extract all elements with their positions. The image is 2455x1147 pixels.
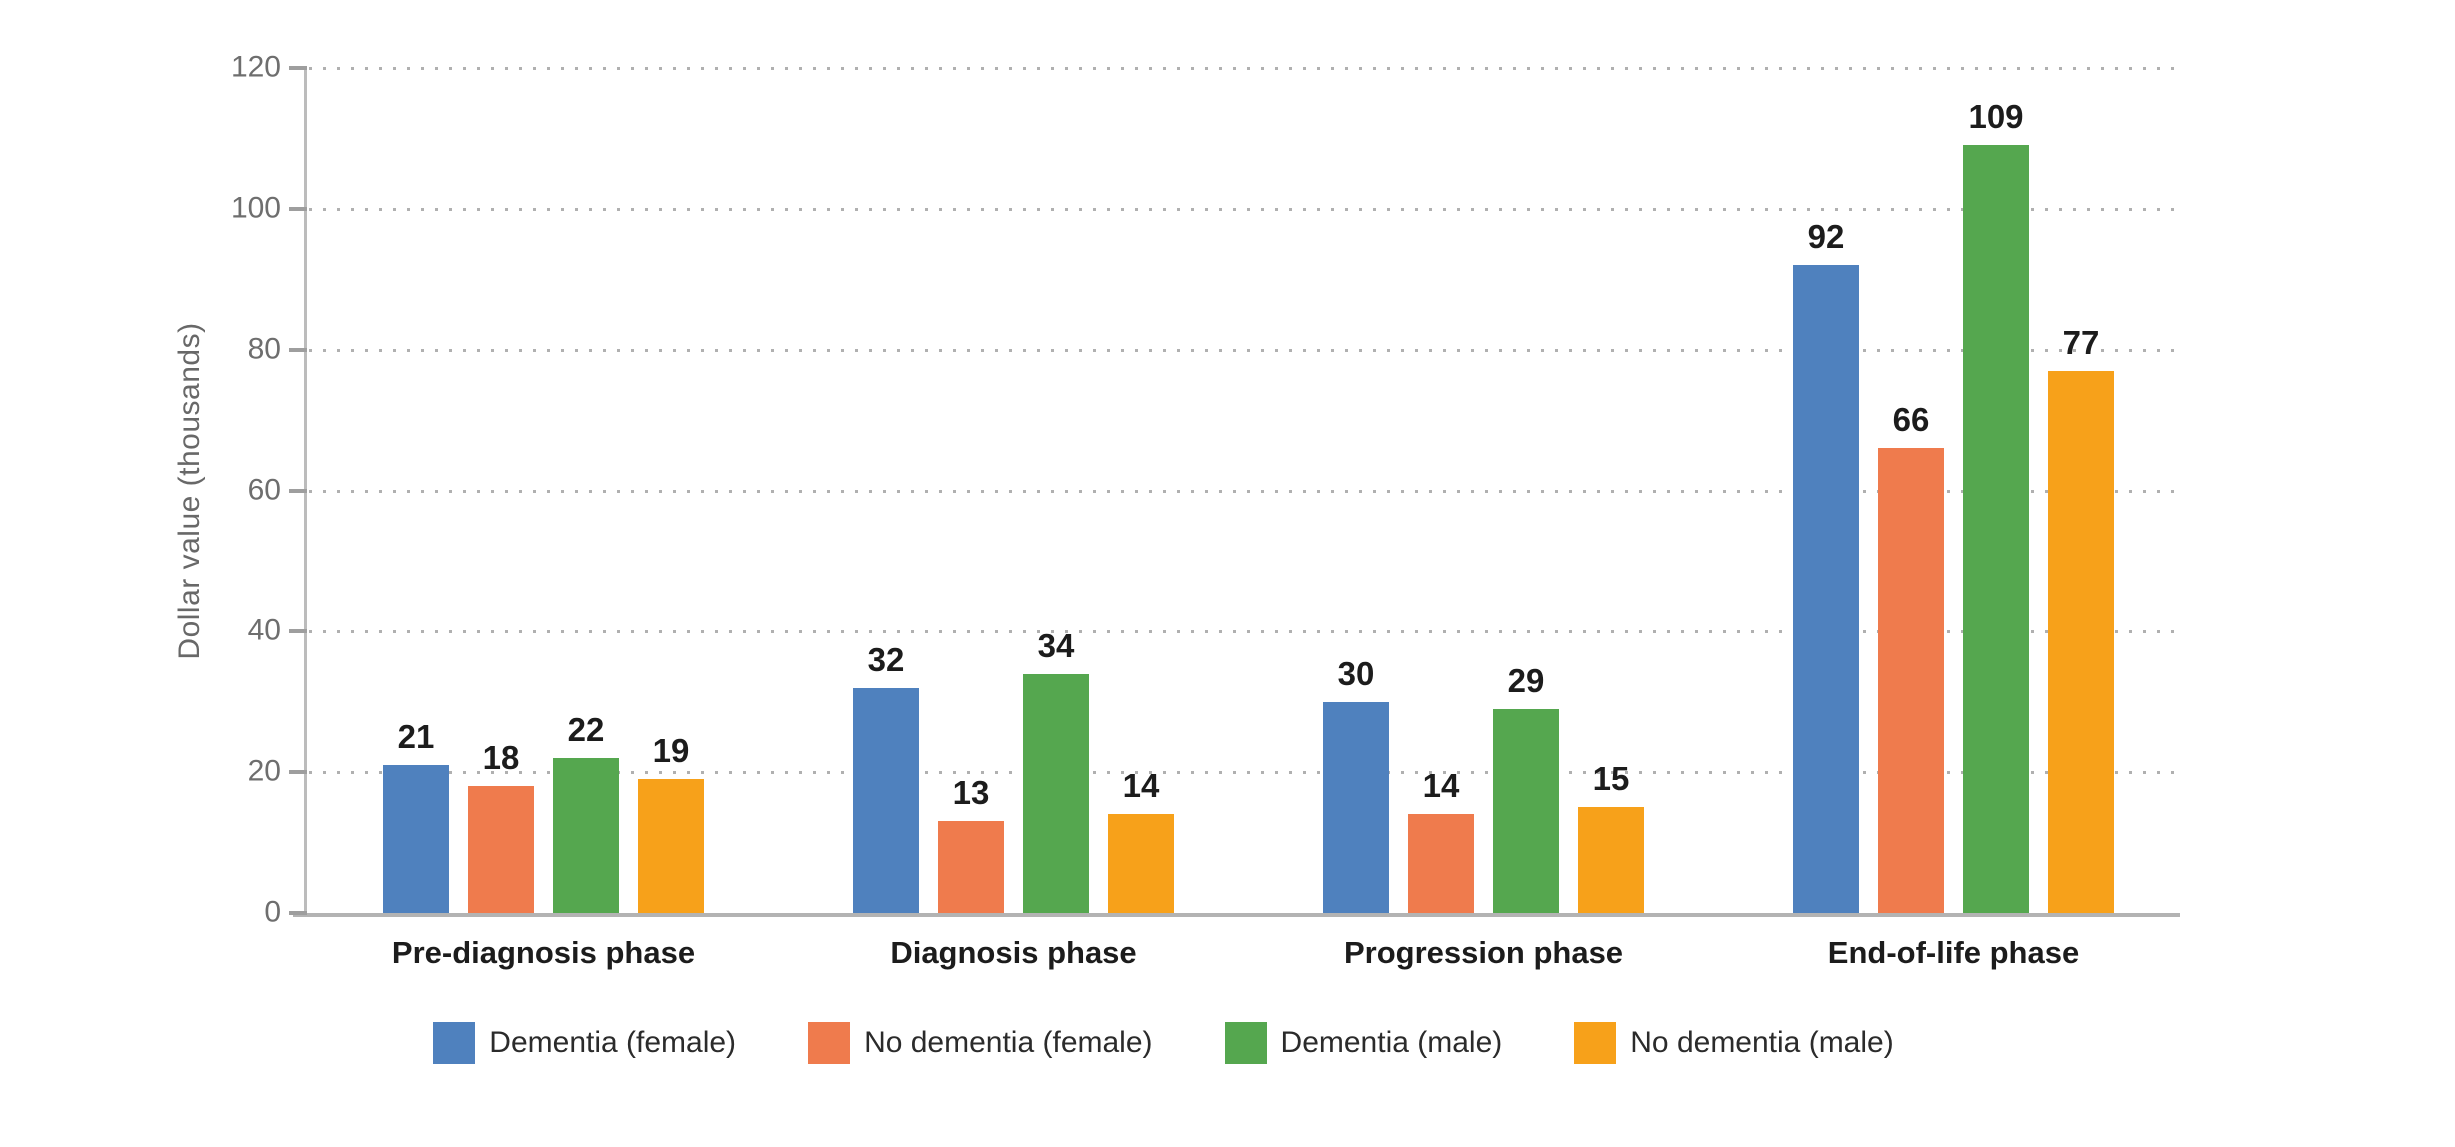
bar-value-label: 66: [1892, 401, 1930, 438]
bar-value-label: 22: [567, 711, 605, 748]
bar: [383, 765, 449, 913]
y-axis-tick: [289, 911, 307, 915]
legend-label: No dementia (female): [864, 1026, 1153, 1059]
gridline: [309, 489, 2180, 493]
legend-label: No dementia (male): [1630, 1026, 1894, 1059]
x-axis-line: [293, 913, 2180, 917]
bar: [853, 688, 919, 913]
bar: [1408, 814, 1474, 913]
bar: [1793, 265, 1859, 913]
bar: [1878, 448, 1944, 913]
legend-item: Dementia (male): [1224, 1022, 1503, 1064]
legend-swatch: [433, 1022, 476, 1064]
bar: [938, 821, 1004, 913]
gridline: [309, 67, 2180, 70]
legend-swatch: [1574, 1022, 1617, 1064]
y-axis-title: Dollar value (thousands): [173, 322, 206, 660]
bar: [638, 779, 704, 913]
bar-value-label: 30: [1337, 655, 1375, 692]
gridline: [309, 630, 2180, 634]
y-axis-tick: [289, 770, 307, 775]
y-axis-tick: [289, 488, 307, 493]
category-label: Pre-diagnosis phase: [391, 935, 696, 970]
bar: [1323, 702, 1389, 913]
bar-value-label: 29: [1507, 662, 1545, 699]
y-axis-tick-label: 100: [230, 191, 281, 225]
y-axis-tick-label: 0: [264, 895, 281, 929]
gridline: [309, 771, 2180, 775]
bar-value-label: 18: [482, 739, 520, 776]
gridline: [309, 348, 2180, 352]
legend-item: No dementia (male): [1574, 1022, 1894, 1064]
bar-value-label: 14: [1122, 767, 1160, 804]
y-axis-tick-label: 120: [230, 50, 281, 84]
legend-label: Dementia (female): [489, 1026, 737, 1059]
y-axis-tick-label: 60: [247, 472, 281, 506]
category-label: Diagnosis phase: [890, 935, 1137, 970]
bar: [2048, 371, 2114, 913]
bar: [1578, 807, 1644, 913]
bar: [1963, 145, 2029, 913]
bar-value-label: 109: [1968, 98, 2024, 135]
gridline: [309, 207, 2180, 211]
category-label: End-of-life phase: [1827, 935, 2080, 970]
y-axis-tick: [289, 629, 307, 634]
bar-value-label: 77: [2062, 324, 2100, 361]
legend-swatch: [1224, 1022, 1267, 1064]
y-axis-tick: [289, 347, 307, 352]
legend-item: Dementia (female): [433, 1022, 736, 1064]
legend-swatch: [808, 1022, 851, 1064]
bar: [1493, 709, 1559, 913]
y-axis-tick-label: 80: [247, 331, 281, 365]
bar-value-label: 92: [1807, 218, 1845, 255]
bar-value-label: 19: [652, 732, 690, 769]
bar-value-label: 32: [867, 641, 905, 678]
legend-item: No dementia (female): [808, 1022, 1153, 1064]
bar-value-label: 14: [1422, 767, 1460, 804]
bar: [468, 786, 534, 913]
bar-value-label: 34: [1037, 627, 1075, 664]
bar: [1023, 674, 1089, 913]
y-axis-tick-label: 20: [247, 754, 281, 788]
y-axis-tick: [289, 66, 307, 70]
y-axis-tick: [289, 206, 307, 211]
bar-value-label: 21: [397, 718, 435, 755]
bar: [553, 758, 619, 913]
bar-value-label: 15: [1592, 760, 1630, 797]
plot-area: 0 20 40 60 80 100 120 21 18 22 19 32 13 34 14 30 14 29 15 9…: [231, 50, 2180, 928]
bar: [1108, 814, 1174, 913]
legend: Dementia (female) No dementia (female) Dem…: [227, 1022, 2100, 1064]
legend-label: Dementia (male): [1280, 1026, 1503, 1059]
bar-value-label: 13: [952, 774, 990, 811]
category-label: Progression phase: [1343, 935, 1624, 970]
y-axis-tick-label: 40: [247, 613, 281, 647]
